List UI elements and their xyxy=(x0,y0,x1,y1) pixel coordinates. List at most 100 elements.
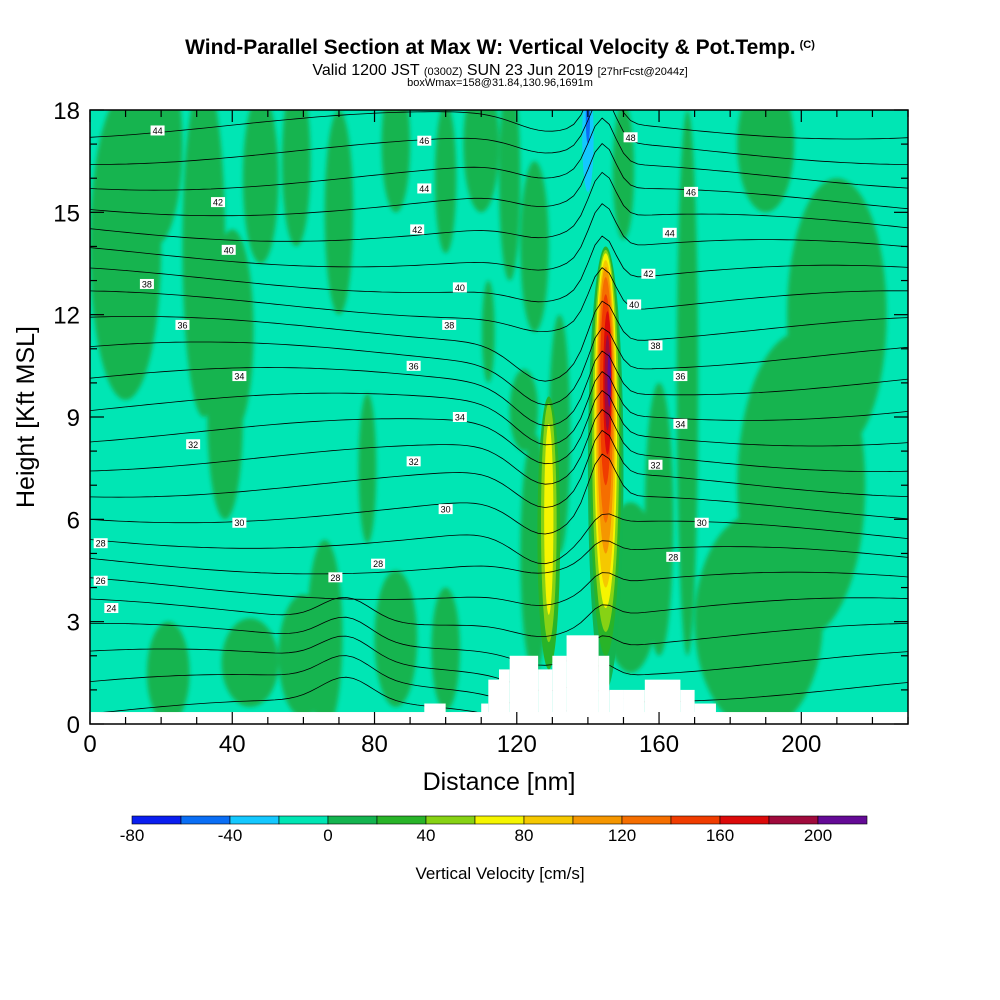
x-tick-label: 80 xyxy=(361,731,388,758)
theta-label-text: 38 xyxy=(650,341,660,351)
theta-label-8: 40 xyxy=(221,244,236,255)
theta-label-bg xyxy=(104,603,119,614)
updraft-patch-7 xyxy=(324,110,354,315)
theta-label-28: 36 xyxy=(673,371,688,382)
theta-label-text: 30 xyxy=(441,505,451,515)
updraft-patch-4 xyxy=(207,314,243,520)
theta-label-text: 40 xyxy=(455,283,465,293)
theta-label-7: 38 xyxy=(139,278,154,289)
updraft-patch-8 xyxy=(381,110,411,213)
y-tick-label: 9 xyxy=(67,405,80,432)
theta-label-text: 26 xyxy=(96,576,106,586)
x-tick-label: 0 xyxy=(83,731,96,758)
theta-label-bg xyxy=(328,572,343,583)
updraft-patch-30 xyxy=(509,369,539,452)
theta-label-text: 28 xyxy=(668,552,678,562)
updraft-patch-18 xyxy=(374,570,418,707)
updraft-patch-9 xyxy=(434,110,457,254)
updraft-patch-12 xyxy=(520,161,549,332)
colorbar-tick-label: -80 xyxy=(119,826,145,845)
x-axis-label: Distance [nm] xyxy=(423,768,576,796)
theta-label-text: 48 xyxy=(626,133,636,143)
theta-label-3: 30 xyxy=(232,517,247,528)
theta-contour-18 xyxy=(90,203,908,271)
theta-contour-labels: 24 26 28 30 32 34 36 38 40 42 44 28 28 32 34 30 36 38 40 42… xyxy=(93,125,709,614)
theta-label-26: 40 xyxy=(627,299,642,310)
colorbar-swatch-5 xyxy=(376,815,427,825)
colorbar-tick-label: 200 xyxy=(803,826,833,845)
theta-label-15: 30 xyxy=(438,504,453,515)
theta-label-text: 28 xyxy=(330,573,340,583)
colorbar-swatch-0 xyxy=(131,815,182,825)
terrain-block-2 xyxy=(488,679,499,724)
colorbar-tick-label: 120 xyxy=(607,826,637,845)
theta-label-bg xyxy=(232,371,247,382)
theta-contour-7 xyxy=(90,513,908,565)
theta-label-11: 28 xyxy=(328,572,343,583)
theta-label-bg xyxy=(666,551,681,562)
theta-label-bg xyxy=(641,268,656,279)
theta-label-24: 44 xyxy=(662,227,677,238)
terrain-block-0 xyxy=(424,703,446,724)
theta-label-text: 46 xyxy=(419,136,429,146)
colorbar-swatch-9 xyxy=(572,815,623,825)
updraft-patch-26 xyxy=(787,178,887,452)
y-tick-label: 15 xyxy=(53,200,80,227)
theta-label-text: 36 xyxy=(409,361,419,371)
updraft-patch-27 xyxy=(737,110,795,213)
theta-label-25: 42 xyxy=(641,268,656,279)
colorbar-label: Vertical Velocity [cm/s] xyxy=(415,864,585,883)
updraft-patch-5 xyxy=(242,110,279,264)
theta-label-27: 38 xyxy=(648,340,663,351)
theta-label-bg xyxy=(417,183,432,194)
colorbar-tick-label: 80 xyxy=(514,826,534,845)
box-wmax-line: boxWmax=158@31.84,130.96,1691m xyxy=(407,77,593,89)
theta-label-bg xyxy=(452,412,467,422)
theta-contour-3 xyxy=(90,616,908,666)
colorbar xyxy=(131,815,868,825)
updraft-patch-28 xyxy=(676,110,699,656)
valid-prefix: Valid 1200 JST xyxy=(312,62,420,79)
y-axis-label: Height [Kft MSL] xyxy=(12,326,40,508)
theta-contour-8 xyxy=(90,453,908,535)
theta-label-text: 38 xyxy=(142,279,152,289)
theta-label-bg xyxy=(673,371,688,382)
theta-label-text: 40 xyxy=(629,300,639,310)
theta-label-20: 44 xyxy=(417,183,432,194)
updraft-patch-14 xyxy=(358,393,377,544)
theta-label-bg xyxy=(648,340,663,351)
theta-label-bg xyxy=(406,456,421,467)
theta-label-text: 40 xyxy=(224,245,234,255)
theta-label-bg xyxy=(684,186,699,197)
chart-title-text: Wind-Parallel Section at Max W: Vertical… xyxy=(185,36,796,59)
terrain-block-3 xyxy=(499,669,510,724)
terrain xyxy=(90,635,908,724)
colorbar-swatch-12 xyxy=(719,815,770,825)
theta-label-22: 48 xyxy=(623,132,638,143)
valid-date: SUN 23 Jun 2019 xyxy=(466,62,594,79)
theta-label-text: 44 xyxy=(153,126,163,136)
theta-contour-19 xyxy=(90,171,908,242)
theta-label-text: 30 xyxy=(234,518,244,528)
colorbar-swatch-14 xyxy=(817,815,868,825)
y-tick-label: 12 xyxy=(53,303,80,330)
theta-label-0: 24 xyxy=(104,603,119,614)
theta-label-bg xyxy=(186,439,201,450)
colorbar-swatch-4 xyxy=(327,815,378,825)
theta-label-4: 32 xyxy=(186,439,201,450)
theta-label-bg xyxy=(410,224,425,235)
theta-label-bg xyxy=(371,558,386,569)
theta-label-bg xyxy=(150,125,165,136)
theta-label-bg xyxy=(442,319,457,330)
chart-title: Wind-Parallel Section at Max W: Vertical… xyxy=(0,36,1000,60)
x-tick-label: 200 xyxy=(781,731,821,758)
valid-time-line: Valid 1200 JST (0300Z) SUN 23 Jun 2019 [… xyxy=(0,62,1000,80)
theta-label-bg xyxy=(452,282,467,293)
theta-label-bg xyxy=(93,538,108,549)
theta-contour-5 xyxy=(90,571,908,606)
upper-downdraft xyxy=(582,110,594,192)
colorbar-tick-label: -40 xyxy=(217,826,243,845)
theta-contour-10 xyxy=(90,409,908,485)
theta-label-text: 42 xyxy=(643,269,653,279)
theta-contour-12 xyxy=(90,370,908,446)
